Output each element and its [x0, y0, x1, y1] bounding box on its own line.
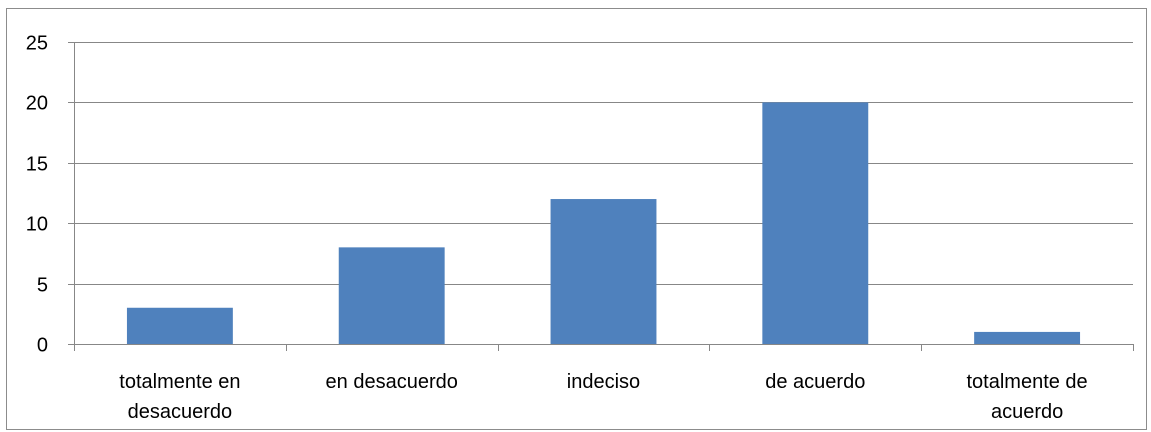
category-label-3-line-1: indeciso: [567, 371, 640, 393]
y-tick-label-25: 25: [26, 33, 48, 55]
y-tick-label-5: 5: [37, 275, 48, 297]
bar-3: [550, 199, 657, 344]
bar-4: [762, 102, 869, 345]
bar-1: [126, 307, 233, 344]
category-label-4-line-1: de acuerdo: [765, 371, 865, 393]
category-label-2-line-1: en desacuerdo: [326, 371, 458, 393]
y-tick-label-0: 0: [37, 335, 48, 357]
bar-5: [974, 331, 1081, 344]
y-tick-label-15: 15: [26, 154, 48, 176]
bar-2: [338, 247, 445, 344]
category-label-1-line-1: totalmente en: [119, 371, 240, 393]
y-tick-label-10: 10: [26, 214, 48, 236]
category-label-5-line-2: acuerdo: [991, 401, 1063, 423]
y-tick-label-20: 20: [26, 93, 48, 115]
category-label-5-line-1: totalmente de: [966, 371, 1087, 393]
category-label-1-line-2: desacuerdo: [128, 401, 233, 423]
